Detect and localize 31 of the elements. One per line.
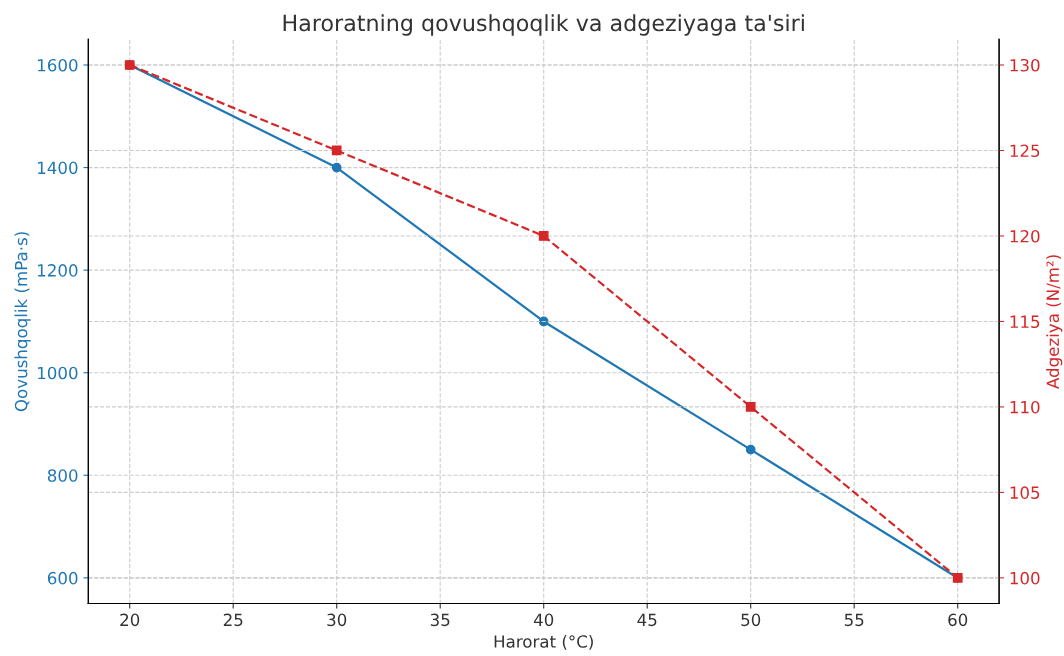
point xyxy=(538,231,549,241)
y2-tick-label: 120 xyxy=(1010,229,1040,243)
y-tick-label: 1600 xyxy=(38,58,78,72)
y2-tick-label: 110 xyxy=(1010,400,1040,414)
y-tick-label: 800 xyxy=(47,469,78,482)
y2-tick-label: 125 xyxy=(1010,144,1040,158)
y-tick-label: 600 xyxy=(47,571,78,585)
y-tick-label: 1400 xyxy=(38,161,78,175)
x-tick-label: 50 xyxy=(741,613,761,627)
x-tick-label: 40 xyxy=(533,613,554,627)
x-tick-label: 20 xyxy=(120,613,140,627)
y-axis-title: Qovushqoqlik (mPa·s) xyxy=(14,232,31,412)
y-tick-label: 1000 xyxy=(38,366,78,380)
x-tick-label: 25 xyxy=(223,613,243,627)
x-tick-label: 60 xyxy=(948,613,968,627)
y2-axis-title: Adgeziya (N/m²) xyxy=(1046,255,1063,389)
chart-title: Haroratning qovushqoqlik va adgeziyaga ta'siri xyxy=(283,14,804,36)
point xyxy=(745,444,756,455)
x-tick-label: 35 xyxy=(430,613,450,627)
y2-tick-label: 105 xyxy=(1010,486,1040,499)
point xyxy=(331,162,342,173)
point xyxy=(745,402,756,412)
y-tick-label: 1200 xyxy=(38,264,78,277)
x-tick-label: 45 xyxy=(637,613,657,627)
x-tick-label: 30 xyxy=(327,613,347,627)
x-axis-title: Harorat (°C) xyxy=(494,634,593,650)
x-tick-label: 55 xyxy=(844,613,864,627)
y2-tick-label: 130 xyxy=(1010,58,1040,72)
y2-tick-label: 100 xyxy=(1010,571,1040,585)
point xyxy=(331,145,342,156)
y2-tick-label: 115 xyxy=(1010,315,1040,329)
